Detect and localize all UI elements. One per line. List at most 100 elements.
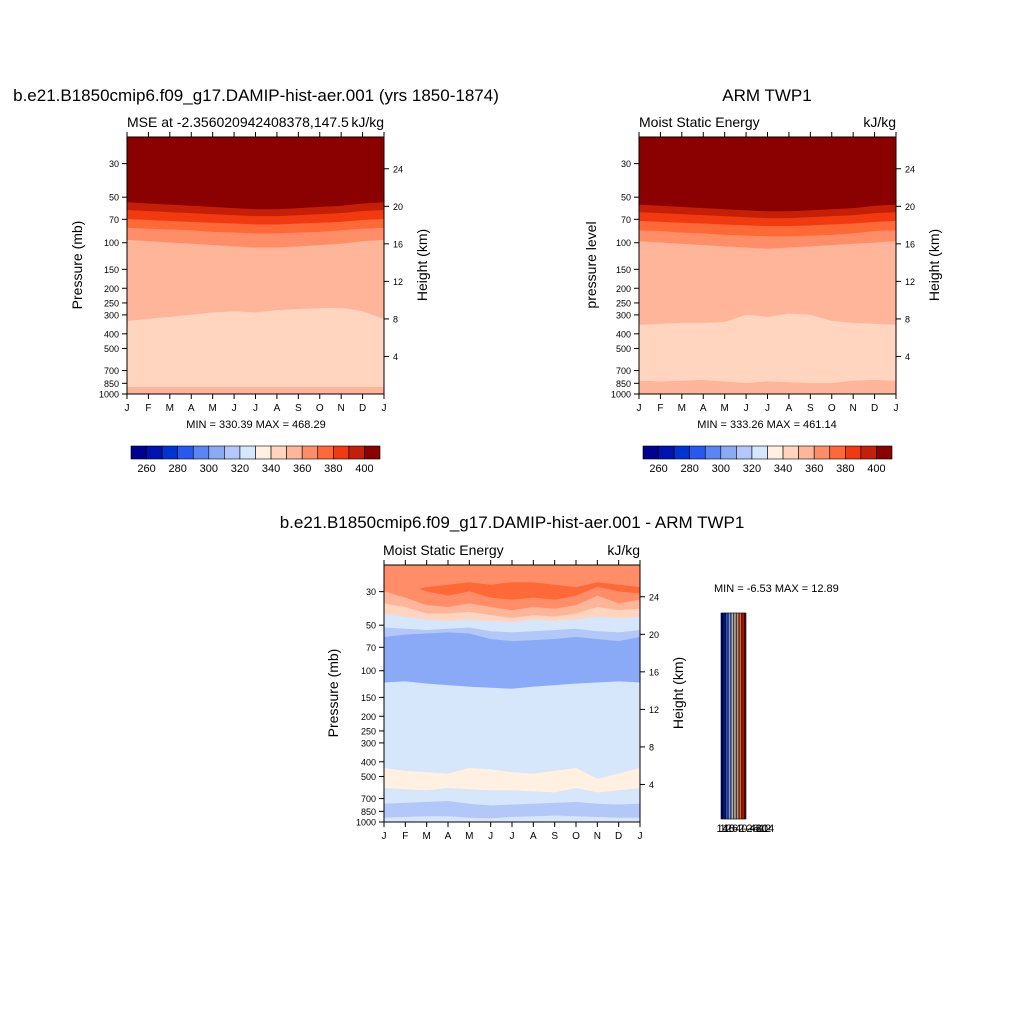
model-colorbar: 260 280 300 320 340 360 380 400 — [130, 445, 381, 475]
diff-x-tick-label: J — [510, 831, 515, 842]
model-colorbar-box — [239, 445, 256, 460]
obs-colorbar-box — [720, 445, 737, 460]
obs-right-tick-label: 24 — [905, 164, 915, 174]
obs-x-tick-label: S — [807, 403, 814, 414]
diff-title: b.e21.B1850cmip6.f09_g17.DAMIP-hist-aer.… — [280, 513, 745, 532]
diff-x-tick-label: M — [465, 831, 473, 842]
model-x-tick-label: F — [145, 403, 151, 414]
obs-title: ARM TWP1 — [722, 86, 811, 105]
model-contour-band — [126, 307, 385, 388]
obs-contour-band — [639, 137, 896, 212]
model-colorbar-box — [317, 445, 334, 460]
obs-y-tick-label: 100 — [616, 238, 631, 248]
model-colorbar-box — [270, 445, 287, 460]
diff-colorbar-label: 10 — [723, 823, 735, 835]
obs-right-tick-label: 12 — [905, 277, 915, 287]
model-y-tick-label: 150 — [104, 265, 119, 275]
model-right-tick-label: 8 — [393, 314, 398, 324]
model-x-tick-label: J — [232, 403, 237, 414]
obs-colorbar-label: 380 — [836, 463, 854, 475]
diff-colorbar-label: 14 — [716, 823, 728, 835]
diff-right-tick-label: 20 — [649, 630, 659, 640]
model-x-tick-label: J — [382, 403, 387, 414]
model-colorbar-box — [208, 445, 225, 460]
obs-y-tick-label: 400 — [616, 329, 631, 339]
obs-x-tick-label: A — [786, 403, 793, 414]
obs-colorbar-label: 360 — [805, 463, 823, 475]
obs-contour-band — [638, 241, 897, 326]
diff-panel: b.e21.B1850cmip6.f09_g17.DAMIP-hist-aer.… — [280, 513, 839, 842]
obs-x-tick-label: J — [894, 403, 899, 414]
diff-x-tick-label: J — [488, 831, 493, 842]
diff-colorbar-label: -6 — [749, 823, 759, 835]
model-colorbar-box — [161, 445, 178, 460]
obs-colorbar-box — [767, 445, 784, 460]
obs-x-tick-label: M — [678, 403, 686, 414]
obs-right-tick-label: 8 — [905, 314, 910, 324]
obs-colorbar: 260 280 300 320 340 360 380 400 — [642, 445, 893, 475]
diff-x-tick-label: A — [530, 831, 537, 842]
model-x-tick-label: S — [295, 403, 302, 414]
obs-colorbar-label: 340 — [774, 463, 792, 475]
obs-colorbar-box — [642, 445, 659, 460]
obs-y-tick-label: 70 — [621, 215, 631, 225]
diff-colorbar-label: -4 — [746, 823, 756, 835]
obs-ylabel: pressure level — [583, 221, 599, 308]
diff-x-tick-label: O — [572, 831, 580, 842]
model-colorbar-box — [146, 445, 163, 460]
diff-y-tick-label: 70 — [366, 643, 376, 653]
model-x-tick-label: A — [274, 403, 281, 414]
obs-x-tick-label: M — [720, 403, 728, 414]
diff-y-tick-label: 300 — [361, 738, 376, 748]
model-colorbar-box — [255, 445, 272, 460]
model-colorbar-box — [177, 445, 194, 460]
obs-x-tick-label: J — [744, 403, 749, 414]
model-right-tick-label: 16 — [393, 239, 403, 249]
model-subtitle-left: MSE at -2.356020942408378,147.5 — [127, 114, 349, 130]
diff-x-tick-label: J — [382, 831, 387, 842]
model-subtitle-right: kJ/kg — [351, 114, 384, 130]
model-x-tick-label: A — [188, 403, 195, 414]
obs-stats: MIN = 333.26 MAX = 461.14 — [697, 419, 836, 431]
obs-right-tick-label: 20 — [905, 202, 915, 212]
obs-colorbar-box — [658, 445, 675, 460]
model-colorbar-label: 280 — [169, 463, 187, 475]
model-y-tick-label: 400 — [104, 329, 119, 339]
model-y-tick-label: 300 — [104, 310, 119, 320]
diff-ylabel-right: Height (km) — [670, 657, 686, 729]
model-colorbar-label: 380 — [324, 463, 342, 475]
diff-right-tick-label: 12 — [649, 705, 659, 715]
obs-ylabel-right: Height (km) — [926, 229, 942, 301]
obs-colorbar-label: 280 — [681, 463, 699, 475]
obs-subtitle-left: Moist Static Energy — [639, 114, 760, 130]
obs-x-tick-label: D — [871, 403, 878, 414]
diff-colorbar-label: -14 — [758, 823, 774, 835]
diff-contour-band — [383, 681, 641, 780]
diff-y-tick-label: 700 — [361, 794, 376, 804]
obs-x-tick-label: N — [850, 403, 857, 414]
diff-subtitle-right: kJ/kg — [607, 542, 640, 558]
obs-x-tick-label: O — [828, 403, 836, 414]
model-x-tick-label: J — [125, 403, 130, 414]
diff-y-tick-label: 100 — [361, 666, 376, 676]
diff-colorbar-label: 4 — [735, 823, 741, 835]
diff-right-tick-label: 4 — [649, 780, 654, 790]
diff-colorbar-label: 8 — [729, 823, 735, 835]
model-contour-band — [126, 386, 385, 395]
model-right-tick-label: 24 — [393, 164, 403, 174]
obs-x-tick-label: A — [700, 403, 707, 414]
obs-colorbar-label: 400 — [867, 463, 885, 475]
diff-x-tick-label: S — [551, 831, 558, 842]
model-panel: b.e21.B1850cmip6.f09_g17.DAMIP-hist-aer.… — [13, 86, 499, 475]
obs-colorbar-box — [798, 445, 815, 460]
diff-y-tick-label: 250 — [361, 726, 376, 736]
model-y-tick-label: 30 — [109, 159, 119, 169]
diff-subtitle-left: Moist Static Energy — [383, 542, 504, 558]
obs-y-tick-label: 200 — [616, 284, 631, 294]
obs-contour-band — [638, 313, 897, 384]
model-x-tick-label: M — [208, 403, 216, 414]
diff-y-tick-label: 850 — [361, 807, 376, 817]
model-x-tick-label: J — [253, 403, 258, 414]
obs-colorbar-box — [673, 445, 690, 460]
